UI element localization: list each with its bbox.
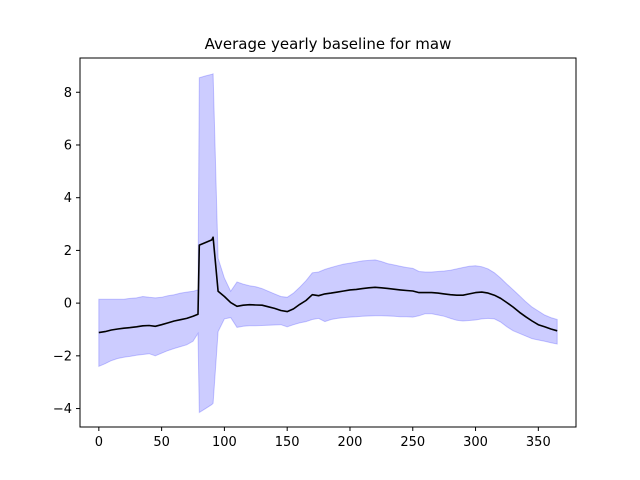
y-axis: −4 −2 0 2 4 6 8	[53, 86, 80, 417]
x-tick-label: 200	[338, 435, 363, 450]
y-tick-label: −4	[53, 402, 72, 417]
x-tick-label: 150	[275, 435, 300, 450]
x-tick-label: 100	[212, 435, 237, 450]
y-tick-label: 0	[64, 297, 72, 312]
x-axis: 0 50 100 150 200 250 300 350	[95, 427, 551, 450]
x-tick-label: 0	[95, 435, 103, 450]
y-tick-label: 6	[64, 138, 72, 153]
line-layer	[98, 236, 558, 334]
x-tick-label: 50	[153, 435, 170, 450]
chart-title: Average yearly baseline for maw	[205, 35, 452, 53]
x-tick-label: 250	[400, 435, 425, 450]
band-layer	[98, 73, 558, 414]
y-tick-label: 8	[64, 86, 72, 101]
series-line	[98, 236, 558, 334]
plot-frame	[79, 57, 577, 428]
y-tick-label: 2	[64, 244, 72, 259]
y-tick-label: −2	[53, 349, 72, 364]
band-area	[98, 73, 558, 414]
x-tick-label: 350	[526, 435, 551, 450]
y-tick-label: 4	[64, 191, 72, 206]
x-tick-label: 300	[463, 435, 488, 450]
